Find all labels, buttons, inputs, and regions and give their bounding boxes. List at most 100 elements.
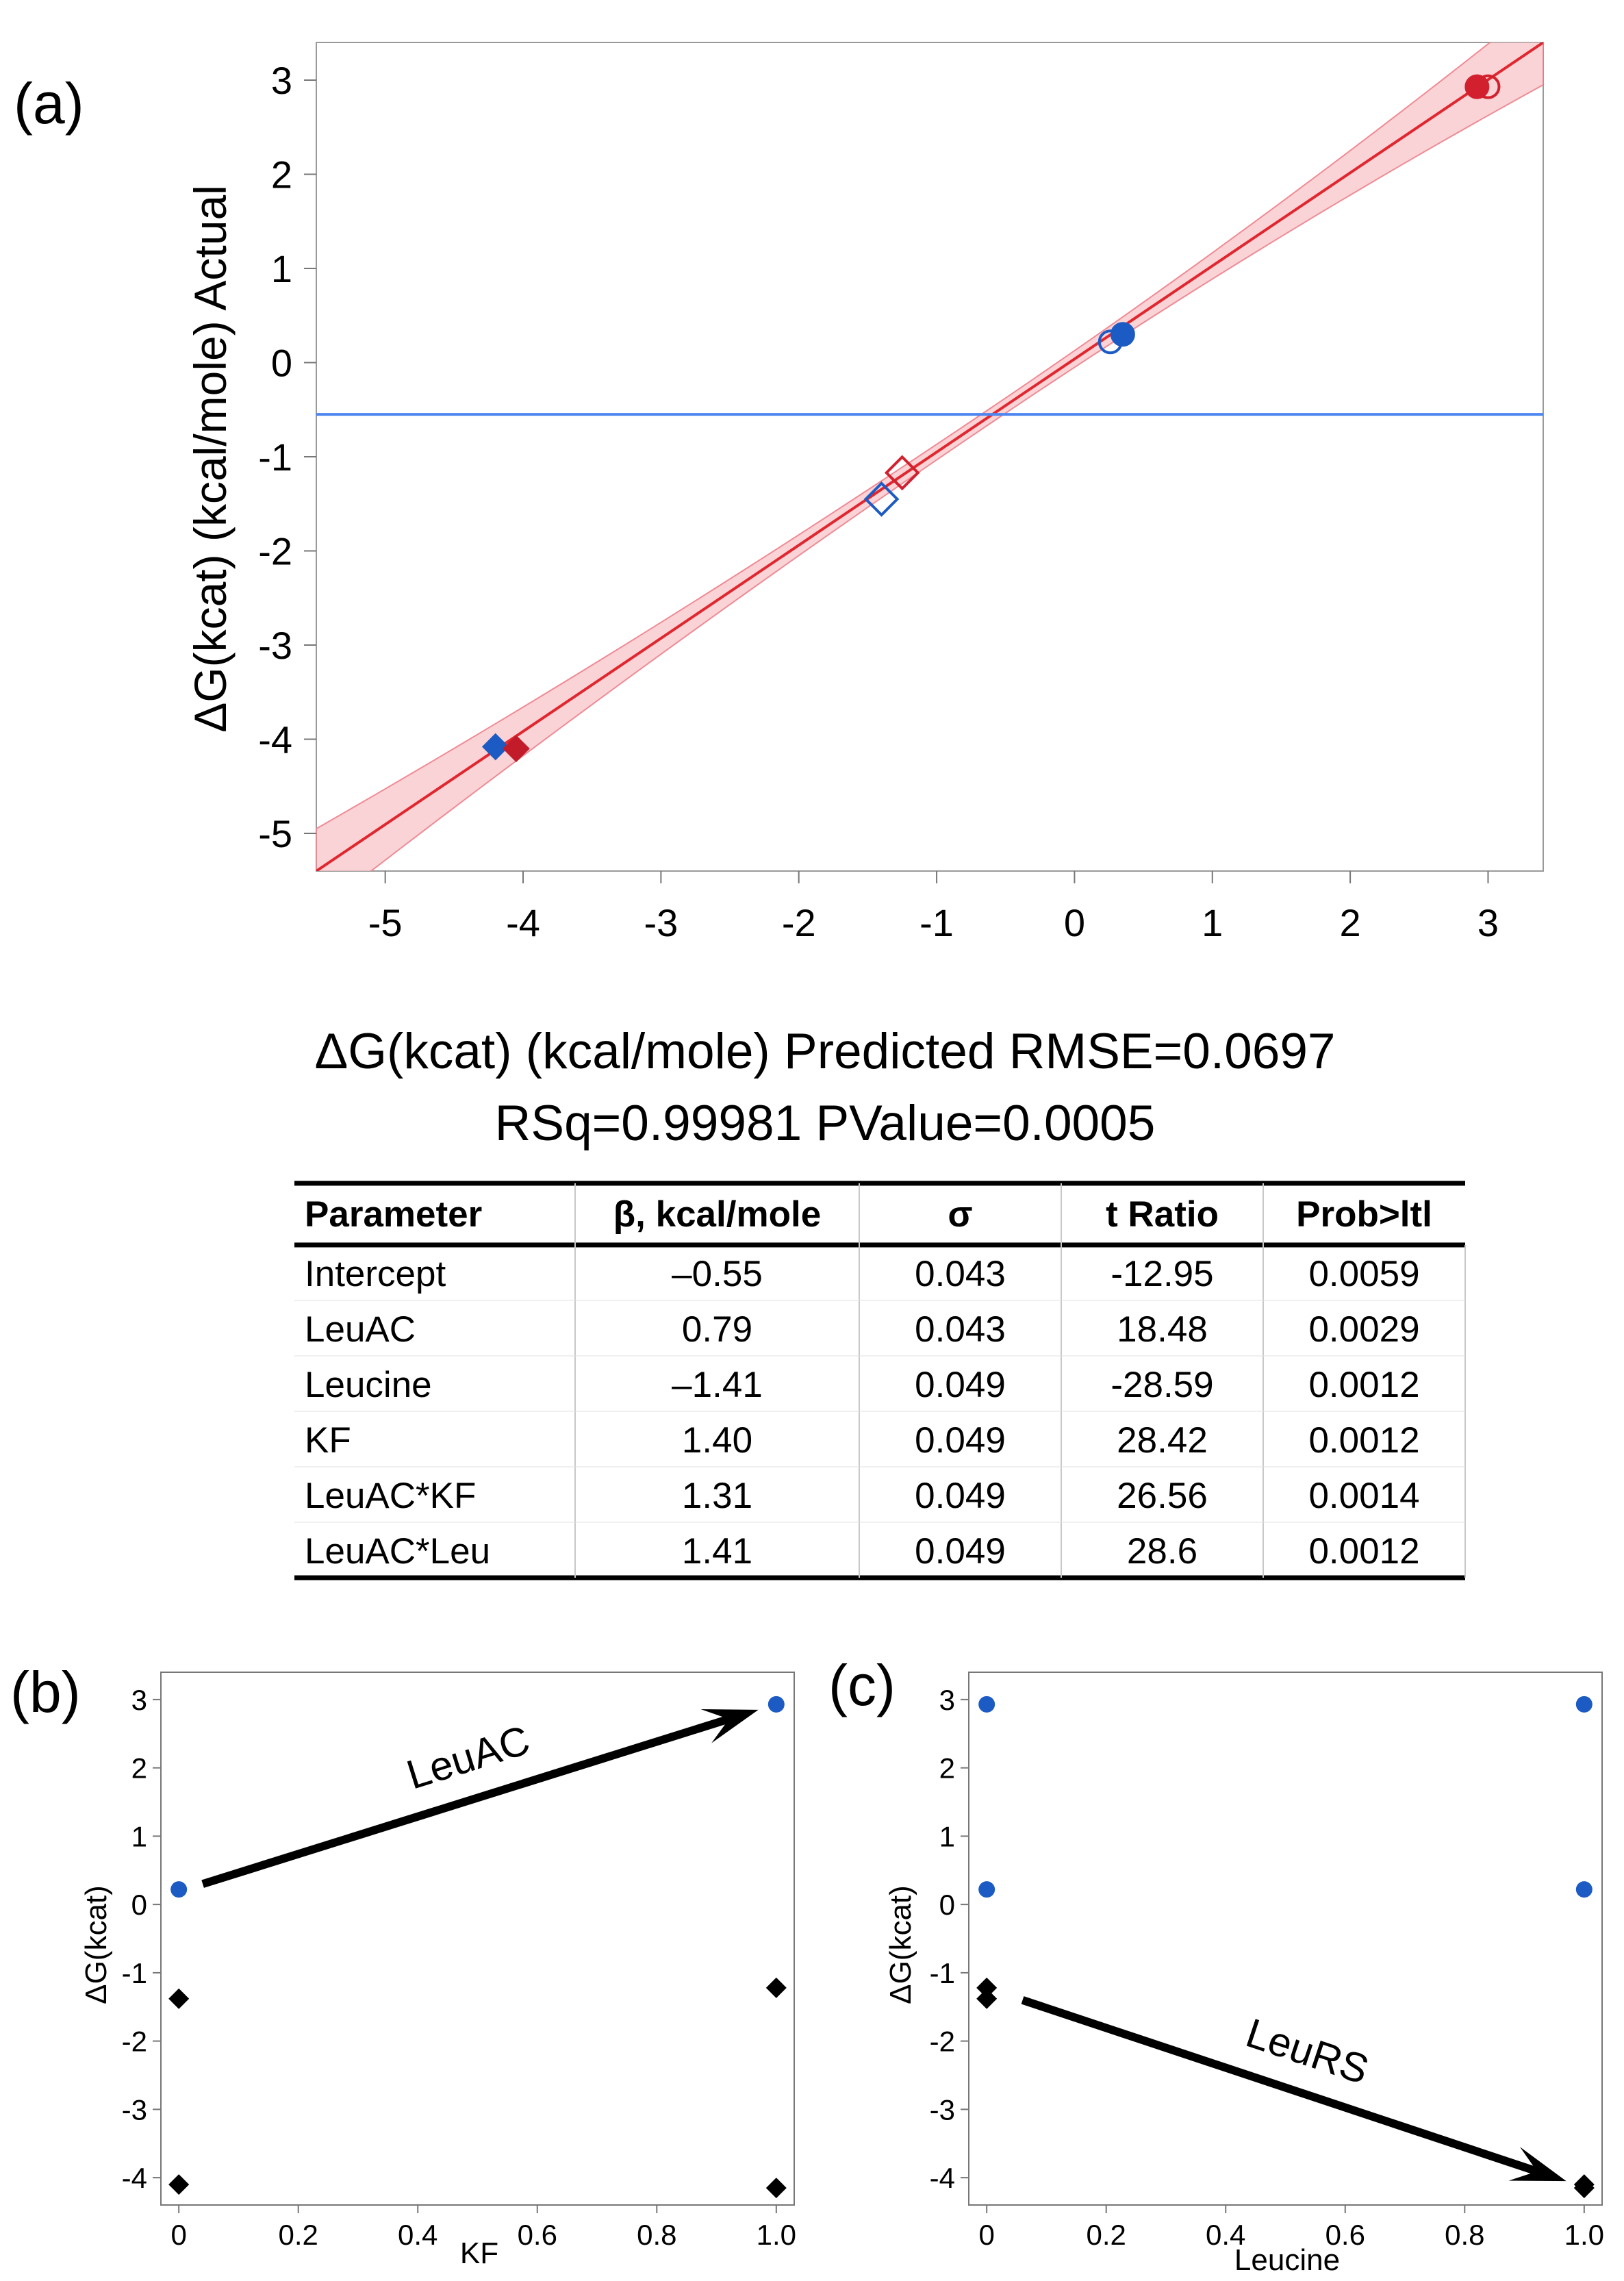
y-tick-label: 0 — [131, 1889, 147, 1921]
table-cell: 18.48 — [1117, 1309, 1208, 1350]
data-point-diamond — [976, 1977, 998, 1998]
y-tick-label: 1 — [939, 1820, 955, 1852]
x-tick-label: -1 — [919, 901, 954, 944]
table-cell: 0.049 — [915, 1420, 1006, 1461]
plot-b-frame — [160, 1672, 795, 2206]
table-cell: LeuAC*Leu — [305, 1531, 490, 1572]
y-tick-label: 1 — [131, 1820, 147, 1852]
table-header-cell: β, kcal/mole — [613, 1194, 821, 1235]
y-tick-label: 3 — [271, 59, 292, 102]
x-tick-label: -5 — [368, 901, 403, 944]
data-point-diamond — [481, 733, 509, 761]
y-tick-label: -1 — [930, 1957, 955, 1989]
data-point-diamond — [168, 1988, 190, 2009]
table-cell: 0.043 — [915, 1309, 1006, 1350]
panel-c-letter: (c) — [828, 1653, 896, 1717]
table-cell: 1.41 — [682, 1531, 752, 1572]
table-cell: 0.0014 — [1308, 1476, 1419, 1516]
table-cell: LeuAC — [305, 1309, 416, 1350]
y-tick-label: -2 — [122, 2026, 147, 2058]
arrow-head — [1508, 2147, 1566, 2182]
panel-a-letter: (a) — [14, 71, 84, 136]
data-point-diamond — [976, 1988, 998, 2009]
table-cell: –0.55 — [672, 1254, 763, 1294]
data-point-diamond — [863, 481, 900, 517]
x-tick-label: 0 — [170, 2219, 186, 2251]
y-tick-label: -2 — [258, 530, 292, 573]
x-tick-label: 0.6 — [1325, 2219, 1365, 2251]
table-cell: 0.0012 — [1308, 1420, 1419, 1461]
y-tick-label: 3 — [939, 1684, 955, 1716]
summary-line-1: ΔG(kcat) (kcal/mole) Predicted RMSE=0.06… — [314, 1024, 1335, 1079]
plot-a-ylabel: ΔG(kcat) (kcal/mole) Actual — [185, 185, 236, 733]
data-point-diamond — [765, 2178, 787, 2199]
table-cell: 0.049 — [915, 1365, 1006, 1405]
data-point-diamond — [884, 455, 920, 491]
data-point-diamond — [503, 735, 530, 763]
y-tick-label: -4 — [122, 2162, 147, 2194]
x-tick-label: 0.8 — [1445, 2219, 1484, 2251]
plot-b-xlabel: KF — [460, 2236, 498, 2270]
data-point-circle — [978, 1881, 995, 1898]
data-point-circle — [1575, 1881, 1593, 1898]
arrow-head — [700, 1709, 759, 1743]
data-point-circle — [978, 1696, 995, 1713]
x-tick-label: 0.8 — [637, 2219, 676, 2251]
y-tick-label: 2 — [271, 153, 292, 197]
y-tick-label: 3 — [131, 1684, 147, 1716]
y-tick-label: -5 — [258, 812, 292, 855]
summary-line-2: RSq=0.99981 PValue=0.0005 — [495, 1096, 1156, 1151]
y-tick-label: 2 — [939, 1752, 955, 1785]
x-tick-label: 0.4 — [398, 2219, 437, 2251]
y-tick-label: -1 — [258, 436, 292, 479]
table-cell: 0.79 — [682, 1309, 752, 1350]
data-point-diamond — [1573, 2178, 1595, 2199]
table-cell: 26.56 — [1117, 1476, 1208, 1516]
x-tick-label: -2 — [782, 901, 816, 944]
data-point-circle — [1098, 329, 1123, 355]
x-tick-label: 0 — [1064, 901, 1085, 944]
x-tick-label: 1.0 — [757, 2219, 796, 2251]
table-cell: Leucine — [305, 1365, 432, 1405]
x-tick-label: 1 — [1202, 901, 1223, 944]
table-cell: 1.40 — [682, 1420, 752, 1461]
table-cell: 0.049 — [915, 1476, 1006, 1516]
table-cell: Intercept — [305, 1254, 446, 1294]
table-cell: 28.6 — [1127, 1531, 1197, 1572]
data-point-circle — [170, 1881, 188, 1898]
x-tick-label: 0.4 — [1206, 2219, 1245, 2251]
table-header-cell: Prob>ltl — [1296, 1194, 1432, 1235]
y-tick-label: -1 — [122, 1957, 147, 1989]
plot-c-xlabel: Leucine — [1234, 2243, 1340, 2277]
arrow-shaft — [1021, 1996, 1542, 2177]
parameter-table: Parameter β, kcal/mole σ t Ratio Prob>ltl Int… — [294, 1181, 1466, 1580]
table-cell: 28.42 — [1117, 1420, 1208, 1461]
data-point-circle — [1475, 74, 1501, 99]
x-tick-label: 0.2 — [1087, 2219, 1126, 2251]
arrow-shaft — [201, 1714, 734, 1888]
panel-b-letter: (b) — [10, 1660, 81, 1724]
table-cell: 0.0029 — [1308, 1309, 1419, 1350]
y-tick-label: -3 — [930, 2093, 955, 2126]
table-header-cell: Parameter — [305, 1194, 482, 1235]
table-header-cell: t Ratio — [1106, 1194, 1219, 1235]
table-cell: 0.0012 — [1308, 1365, 1419, 1405]
y-tick-label: 1 — [271, 247, 292, 290]
fit-line — [316, 42, 1543, 871]
table-cell: -12.95 — [1111, 1254, 1213, 1294]
x-tick-label: 0.6 — [518, 2219, 557, 2251]
table-cell: 0.049 — [915, 1531, 1006, 1572]
y-tick-label: -4 — [930, 2162, 955, 2194]
table-header-cell: σ — [948, 1194, 972, 1235]
table-cell: KF — [305, 1420, 351, 1461]
table-cell: 0.0059 — [1308, 1254, 1419, 1294]
data-point-diamond — [168, 2174, 190, 2195]
y-tick-label: -4 — [258, 718, 292, 761]
plot-c-ylabel: ΔG(kcat) — [884, 1885, 917, 2004]
table-cell: LeuAC*KF — [305, 1476, 476, 1516]
x-tick-label: 2 — [1340, 901, 1361, 944]
table-cell: 1.31 — [682, 1476, 752, 1516]
x-tick-label: -3 — [644, 901, 678, 944]
